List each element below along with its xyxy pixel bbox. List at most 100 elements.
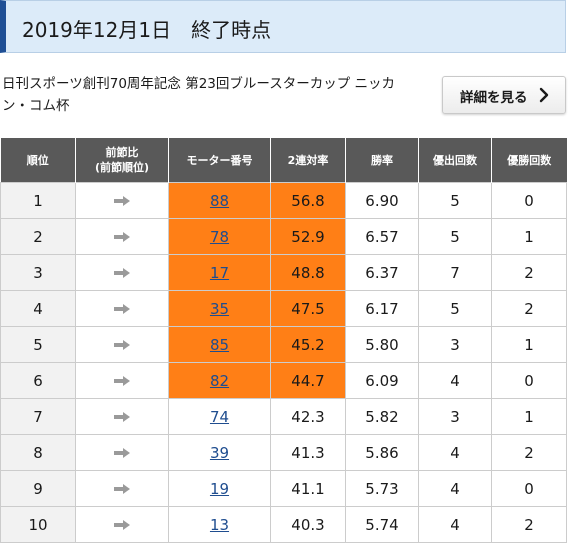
trend-cell <box>75 290 169 327</box>
trend-cell <box>75 506 169 543</box>
rank-cell: 10 <box>0 506 76 543</box>
rank-cell: 1 <box>0 182 76 219</box>
arrow-right-icon <box>114 448 130 458</box>
motor-cell: 39 <box>168 434 271 471</box>
detail-button-label: 詳細を見る <box>460 90 528 106</box>
table-row: 2 78 52.9 6.57 5 1 <box>0 218 567 255</box>
motor-number-link[interactable]: 85 <box>209 335 230 354</box>
arrow-right-icon <box>114 232 130 242</box>
motor-number-link[interactable]: 35 <box>209 299 230 318</box>
table-header-row: 順位 前節比 (前節順位) モーター番号 2連対率 勝率 優出回数 優勝回数 <box>0 138 567 183</box>
wins-cell: 2 <box>491 254 567 291</box>
header-motor: モーター番号 <box>168 138 271 183</box>
header-win-rate: 勝率 <box>345 138 419 183</box>
motor-number-link[interactable]: 82 <box>209 371 230 390</box>
finals-cell: 3 <box>418 398 492 435</box>
wins-cell: 0 <box>491 182 567 219</box>
wins-cell: 0 <box>491 470 567 507</box>
motor-cell: 85 <box>168 326 271 363</box>
header-finals: 優出回数 <box>418 138 492 183</box>
table-row: 4 35 47.5 6.17 5 2 <box>0 290 567 327</box>
win-rate-cell: 5.82 <box>345 398 419 435</box>
rank-cell: 7 <box>0 398 76 435</box>
motor-cell: 13 <box>168 506 271 543</box>
motor-number-link[interactable]: 88 <box>209 191 230 210</box>
trend-cell <box>75 362 169 399</box>
trend-cell <box>75 218 169 255</box>
wins-cell: 0 <box>491 362 567 399</box>
arrow-right-icon <box>114 520 130 530</box>
trend-cell <box>75 254 169 291</box>
table-row: 1 88 56.8 6.90 5 0 <box>0 182 567 219</box>
header-wins: 優勝回数 <box>491 138 567 183</box>
rate2-cell: 41.1 <box>270 470 346 507</box>
rank-cell: 5 <box>0 326 76 363</box>
chevron-right-icon <box>539 87 549 103</box>
motor-cell: 19 <box>168 470 271 507</box>
rank-cell: 6 <box>0 362 76 399</box>
rate2-cell: 45.2 <box>270 326 346 363</box>
detail-button[interactable]: 詳細を見る <box>442 76 566 114</box>
finals-cell: 3 <box>418 326 492 363</box>
trend-cell <box>75 398 169 435</box>
rate2-cell: 41.3 <box>270 434 346 471</box>
arrow-right-icon <box>114 340 130 350</box>
header-rank: 順位 <box>0 138 76 183</box>
motor-ranking-table: 順位 前節比 (前節順位) モーター番号 2連対率 勝率 優出回数 優勝回数 1… <box>0 138 567 543</box>
motor-number-link[interactable]: 74 <box>209 407 230 426</box>
motor-cell: 82 <box>168 362 271 399</box>
header-rate2: 2連対率 <box>270 138 346 183</box>
arrow-right-icon <box>114 376 130 386</box>
rate2-cell: 40.3 <box>270 506 346 543</box>
motor-cell: 17 <box>168 254 271 291</box>
finals-cell: 4 <box>418 434 492 471</box>
table-row: 8 39 41.3 5.86 4 2 <box>0 434 567 471</box>
finals-cell: 4 <box>418 362 492 399</box>
finals-cell: 5 <box>418 218 492 255</box>
wins-cell: 1 <box>491 218 567 255</box>
finals-cell: 4 <box>418 470 492 507</box>
wins-cell: 1 <box>491 398 567 435</box>
win-rate-cell: 6.37 <box>345 254 419 291</box>
arrow-right-icon <box>114 268 130 278</box>
table-row: 5 85 45.2 5.80 3 1 <box>0 326 567 363</box>
motor-cell: 78 <box>168 218 271 255</box>
rank-cell: 3 <box>0 254 76 291</box>
table-row: 9 19 41.1 5.73 4 0 <box>0 470 567 507</box>
trend-cell <box>75 182 169 219</box>
trend-cell <box>75 326 169 363</box>
win-rate-cell: 6.17 <box>345 290 419 327</box>
wins-cell: 1 <box>491 326 567 363</box>
motor-number-link[interactable]: 17 <box>209 263 230 282</box>
motor-cell: 35 <box>168 290 271 327</box>
wins-cell: 2 <box>491 506 567 543</box>
rate2-cell: 56.8 <box>270 182 346 219</box>
win-rate-cell: 5.73 <box>345 470 419 507</box>
header-prev-line1: 前節比 <box>105 146 139 159</box>
trend-cell <box>75 470 169 507</box>
rank-cell: 2 <box>0 218 76 255</box>
motor-number-link[interactable]: 13 <box>209 515 230 534</box>
rank-cell: 4 <box>0 290 76 327</box>
rate2-cell: 52.9 <box>270 218 346 255</box>
trend-cell <box>75 434 169 471</box>
rate2-cell: 48.8 <box>270 254 346 291</box>
page-title: 2019年12月1日 終了時点 <box>22 18 272 42</box>
arrow-right-icon <box>114 304 130 314</box>
win-rate-cell: 5.80 <box>345 326 419 363</box>
finals-cell: 4 <box>418 506 492 543</box>
arrow-right-icon <box>114 196 130 206</box>
finals-cell: 5 <box>418 182 492 219</box>
motor-number-link[interactable]: 78 <box>209 227 230 246</box>
finals-cell: 7 <box>418 254 492 291</box>
header-prev-rank: 前節比 (前節順位) <box>75 138 169 183</box>
win-rate-cell: 6.09 <box>345 362 419 399</box>
rate2-cell: 44.7 <box>270 362 346 399</box>
arrow-right-icon <box>114 484 130 494</box>
rank-cell: 9 <box>0 470 76 507</box>
motor-number-link[interactable]: 39 <box>209 443 230 462</box>
win-rate-cell: 5.74 <box>345 506 419 543</box>
table-row: 3 17 48.8 6.37 7 2 <box>0 254 567 291</box>
arrow-right-icon <box>114 412 130 422</box>
motor-number-link[interactable]: 19 <box>209 479 230 498</box>
